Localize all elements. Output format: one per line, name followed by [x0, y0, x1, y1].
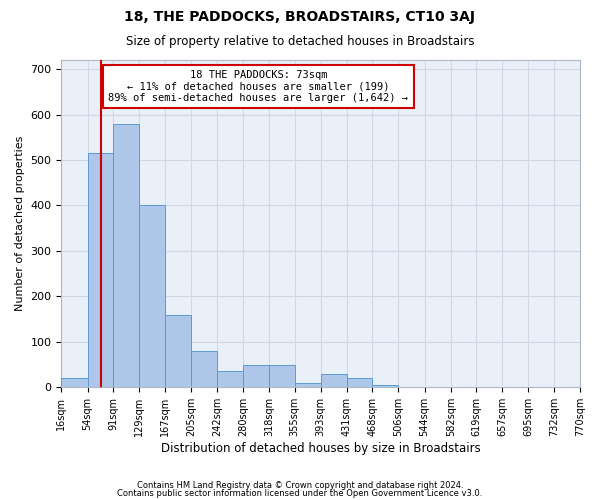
- X-axis label: Distribution of detached houses by size in Broadstairs: Distribution of detached houses by size …: [161, 442, 481, 455]
- Bar: [61, 378, 88, 388]
- Bar: [88, 153, 113, 388]
- Bar: [347, 378, 372, 388]
- Y-axis label: Number of detached properties: Number of detached properties: [15, 136, 25, 312]
- Bar: [165, 314, 191, 388]
- Bar: [217, 372, 243, 388]
- Text: Contains HM Land Registry data © Crown copyright and database right 2024.: Contains HM Land Registry data © Crown c…: [137, 481, 463, 490]
- Bar: [295, 383, 321, 388]
- Bar: [191, 351, 217, 388]
- Bar: [269, 364, 295, 388]
- Text: Contains public sector information licensed under the Open Government Licence v3: Contains public sector information licen…: [118, 488, 482, 498]
- Bar: [321, 374, 347, 388]
- Bar: [139, 206, 165, 388]
- Bar: [243, 364, 269, 388]
- Bar: [113, 124, 139, 388]
- Text: 18 THE PADDOCKS: 73sqm
← 11% of detached houses are smaller (199)
89% of semi-de: 18 THE PADDOCKS: 73sqm ← 11% of detached…: [109, 70, 409, 103]
- Text: Size of property relative to detached houses in Broadstairs: Size of property relative to detached ho…: [126, 35, 474, 48]
- Text: 18, THE PADDOCKS, BROADSTAIRS, CT10 3AJ: 18, THE PADDOCKS, BROADSTAIRS, CT10 3AJ: [125, 10, 476, 24]
- Bar: [372, 385, 398, 388]
